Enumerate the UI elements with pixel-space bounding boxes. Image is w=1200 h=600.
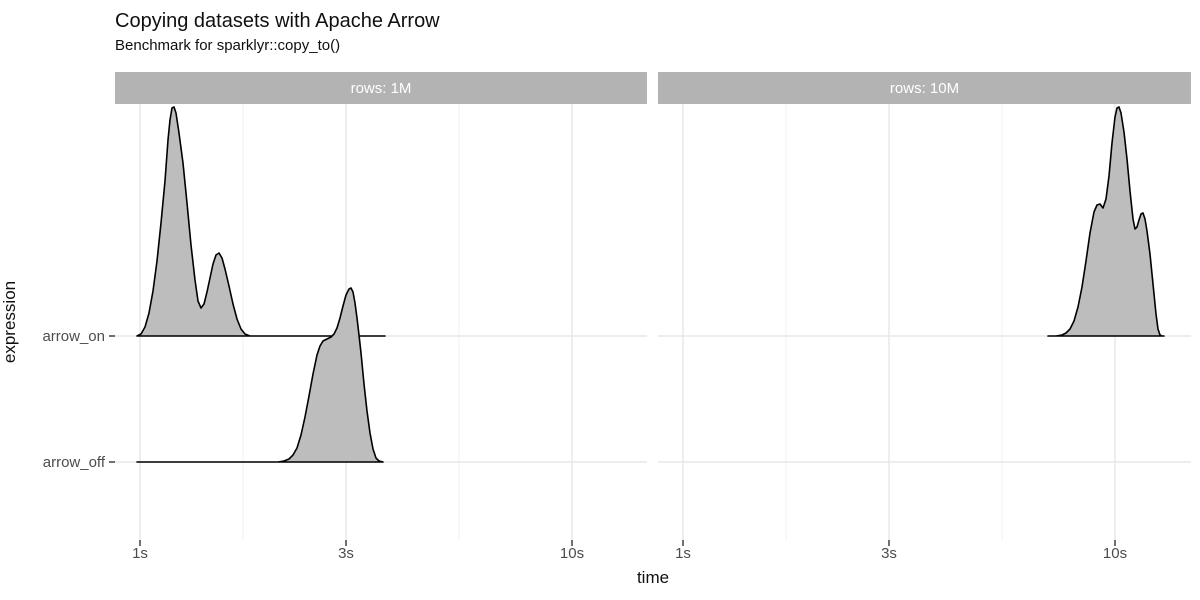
chart-title: Copying datasets with Apache Arrow [115,10,440,32]
facet-strip-label: rows: 1M [350,79,412,97]
facet-strip-rows-10m: rows: 10M [658,72,1191,104]
x-tick-label-1s: 1s [675,545,691,562]
y-tick-label-arrow-off: arrow_off [42,454,105,471]
x-tick-label-10s: 10s [559,545,585,562]
gridlines-horizontal [115,335,1191,463]
y-tick-label-arrow-on: arrow_on [42,328,105,345]
gridlines-vertical-right-panel [682,104,1116,540]
x-axis-ticks [139,540,1116,546]
x-tick-label-10s: 10s [1102,545,1128,562]
chart-subtitle: Benchmark for sparklyr::copy_to() [115,37,341,54]
x-tick-label-3s: 3s [338,545,354,562]
y-axis-title: expression [0,280,19,364]
x-tick-label-3s: 3s [881,545,897,562]
ridge-10m-arrow-on [1047,106,1165,337]
facet-strip-rows-1m: rows: 1M [115,72,647,104]
y-axis-ticks [109,335,115,463]
ridge-1m-arrow-off [136,287,384,463]
x-axis-title: time [636,568,670,587]
facet-strip-label: rows: 10M [889,79,960,97]
ridge-1m-arrow-on [136,106,386,337]
x-tick-label-1s: 1s [132,545,148,562]
